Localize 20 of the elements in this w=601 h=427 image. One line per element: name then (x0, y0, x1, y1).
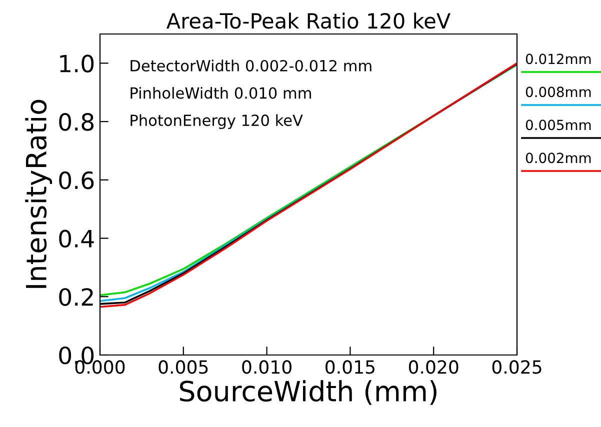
x-axis-title: SourceWidth (mm) (180, 380, 436, 405)
x-tick-label: 0.005 (158, 360, 208, 374)
series-label: 0.012mm (526, 54, 591, 64)
annotation: DetectorWidth 0.002-0.012 mm (130, 60, 372, 72)
y-tick-label: 1.0 (60, 54, 94, 72)
annotation: PinholeWidth 0.010 mm (130, 86, 311, 99)
y-tick-label: 0.6 (59, 171, 94, 190)
y-tick-label: 0.8 (59, 112, 94, 131)
x-tick-label: 0.025 (492, 360, 542, 374)
x-tick-label: 0.010 (242, 360, 292, 374)
text: 0.005mm (526, 120, 591, 130)
chart-title: Area-To-Peak Ratio 120 keV (166, 12, 450, 29)
series-label: 0.008mm (526, 86, 591, 98)
y-axis-title: IntensityRatio (25, 100, 52, 288)
y-tick-label: 0.2 (59, 288, 93, 306)
text: 0.002mm (526, 152, 591, 164)
x-tick-label: 0.015 (326, 360, 374, 374)
y-tick-label: 0.4 (59, 230, 94, 248)
x-tick-label: 0.020 (408, 360, 458, 374)
annotation: PhotonEnergy 120 keV (130, 114, 303, 130)
